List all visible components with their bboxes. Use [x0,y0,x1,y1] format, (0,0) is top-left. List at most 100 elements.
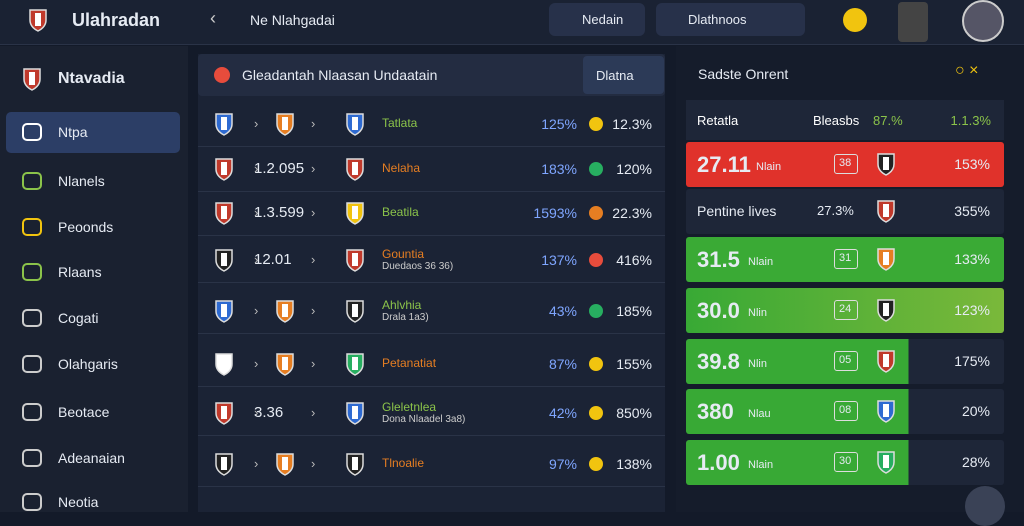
panel-big: 380 [697,399,734,424]
app-title: Ulahradan [72,10,161,30]
panel-big: 27.11 [697,152,751,177]
status-dot [589,457,603,471]
panel-row [686,142,1004,187]
panel-row [686,288,1004,333]
sidebar-item: Nlanels [58,173,105,189]
chip [834,154,858,174]
panel-big: 1.00 [697,450,740,475]
dropdown-label: Dlathnoos [688,12,747,27]
sidebar-item: Adeanaian [58,450,125,466]
value-b: 120% [616,161,652,177]
chip-label: 08 [839,404,852,416]
crest [275,112,295,136]
dropdown[interactable] [656,3,805,36]
sidebar-item: Ntpa [58,124,88,140]
panel-row [686,440,1004,485]
crest [345,248,365,272]
panel-small: Nlin [748,358,767,370]
scroll-button[interactable] [965,486,1005,526]
crest [345,201,365,225]
status-dot [589,253,603,267]
panel-small: Nlin [748,307,767,319]
score: 3.36 [254,404,284,421]
crest [275,299,295,323]
sidebar-item: Cogati [58,310,99,326]
avatar[interactable] [962,0,1004,42]
breadcrumb: Ne Nlahgadai [250,12,335,28]
panel-pct: 28% [961,454,990,470]
notification[interactable] [843,8,867,32]
panel-head-cell: Retatla [697,113,739,128]
crest [345,299,365,323]
panel-head-cell: Bleasbs [813,113,860,128]
crest [345,112,365,136]
arrow: › [254,252,259,267]
panel-big: 39.8 [697,349,740,374]
sidebar-item-active[interactable] [6,112,180,153]
crest [345,352,365,376]
crest [214,157,234,181]
sidebar-item: Peoonds [58,219,114,235]
panel-big: 30.0 [697,298,740,323]
crest [214,401,234,425]
chip [834,401,858,421]
chip [834,300,858,320]
team-sub: Drala 1a3) [382,312,429,323]
arrow: › [311,116,316,131]
panel-row [686,389,1004,434]
panel-big: 31.5 [697,247,740,272]
team-name: Gleletnlea [382,400,437,414]
crest [214,201,234,225]
team-name: Petanatiat [382,356,437,370]
status-dot [589,406,603,420]
value-b: 416% [616,252,652,268]
table-row [198,237,665,283]
sidebar-icon [22,123,42,141]
team-name: Ahlvhia [382,298,422,312]
panel-head [686,100,1004,140]
score: 1.3.599 [254,204,305,221]
close-button[interactable]: ○ × [955,62,979,79]
action-button[interactable] [583,56,664,94]
arrow: › [311,205,316,220]
value-b: 22.3% [612,205,652,221]
team-sub: Dona Nlaadel 3a8) [382,414,466,425]
sidebar-icon [22,449,42,467]
sidebar-icon [22,309,42,327]
sidebar-icon [22,403,42,421]
table-row [198,341,665,387]
arrow: › [311,161,316,176]
team-name: Tatlata [382,116,418,130]
sidebar-icon [22,218,42,236]
team-name: Tlnoalie [382,456,425,470]
panel-small: Nlain [756,161,782,173]
sidebar-item: Rlaans [58,264,102,280]
value-b: 12.3% [612,116,652,132]
table-row [198,441,665,487]
back-button[interactable]: ‹ [210,8,216,28]
team-sub: Duedaos 36 36) [382,261,454,272]
status-dot [589,117,603,131]
team-name: Beatila [382,205,419,219]
panel-pct: 153% [954,156,990,172]
chip [834,452,858,472]
crest [214,299,234,323]
crest [876,152,896,176]
chip-label: 24 [839,303,852,315]
sidebar-icon [22,263,42,281]
crest [275,452,295,476]
chip-label: 38 [839,157,852,169]
button[interactable] [549,3,645,36]
score: 12.01 [254,251,292,268]
arrow: › [311,356,316,371]
panel-head-cell: 1.1.3% [950,113,991,128]
alert-icon [214,67,230,83]
crest [876,399,896,423]
panel-small: Nlau [748,408,771,420]
sidebar-icon [22,493,42,511]
table-row [198,288,665,334]
arrow: › [254,405,259,420]
crest [876,298,896,322]
arrow: › [254,303,259,318]
chip-label: 30 [839,455,852,467]
